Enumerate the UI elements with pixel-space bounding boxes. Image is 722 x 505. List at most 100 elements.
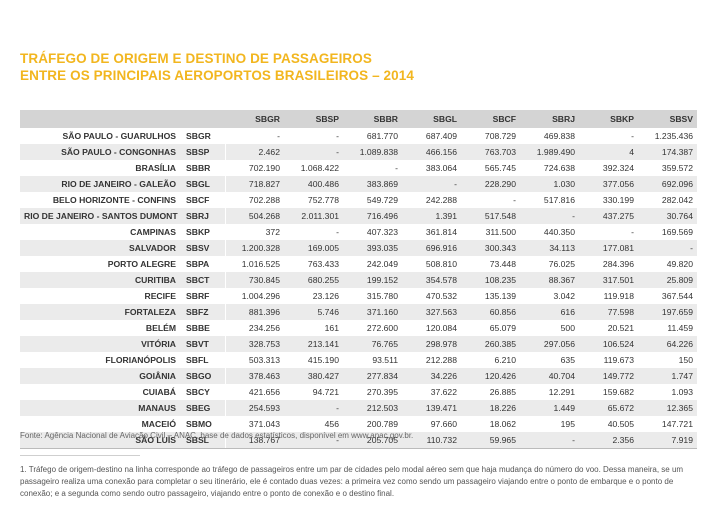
cell-value: 254.593 [225, 400, 284, 416]
cell-value: 354.578 [402, 272, 461, 288]
cell-value: 260.385 [461, 336, 520, 352]
cell-value: 147.721 [638, 416, 697, 432]
cell-value: 284.396 [579, 256, 638, 272]
cell-value: 18.062 [461, 416, 520, 432]
cell-value: 30.764 [638, 208, 697, 224]
cell-value: - [284, 144, 343, 160]
row-code: SBGR [180, 128, 226, 144]
cell-value: 270.395 [343, 384, 402, 400]
column-header-sbrj: SBRJ [520, 110, 579, 128]
cell-value: 724.638 [520, 160, 579, 176]
table-row: RIO DE JANEIRO - GALEÃO SBGL 718.827 400.48… [20, 176, 697, 192]
cell-value: 1.089.838 [343, 144, 402, 160]
table-row: FORTALEZA SBFZ 881.396 5.746 371.160 327.563 6… [20, 304, 697, 320]
table-row: SÃO PAULO - GUARULHOS SBGR - -681.770 687.40… [20, 128, 697, 144]
column-header-sbsp: SBSP [284, 110, 343, 128]
cell-value: 11.459 [638, 320, 697, 336]
cell-value: 177.081 [579, 240, 638, 256]
cell-value: 383.869 [343, 176, 402, 192]
cell-value: 500 [520, 320, 579, 336]
cell-value: 212.288 [402, 352, 461, 368]
cell-value: 377.056 [579, 176, 638, 192]
cell-value: 1.449 [520, 400, 579, 416]
cell-value: 380.427 [284, 368, 343, 384]
cell-value: 205.705 [343, 432, 402, 449]
cell-value: 88.367 [520, 272, 579, 288]
header-blank [20, 110, 180, 128]
cell-value: 6.210 [461, 352, 520, 368]
row-city: VITÓRIA [20, 336, 180, 352]
cell-value: 49.820 [638, 256, 697, 272]
row-code: SBBE [180, 320, 226, 336]
cell-value: 702.288 [225, 192, 284, 208]
cell-value: 212.503 [343, 400, 402, 416]
cell-value: 616 [520, 304, 579, 320]
row-code: SBKP [180, 224, 226, 240]
cell-value: 2.011.301 [284, 208, 343, 224]
row-code: SBSL [180, 432, 226, 449]
cell-value: 135.139 [461, 288, 520, 304]
cell-value: 119.918 [579, 288, 638, 304]
cell-value: 139.471 [402, 400, 461, 416]
header-blank-code [180, 110, 225, 128]
cell-value: 138.767 [225, 432, 284, 449]
row-city: FORTALEZA [20, 304, 180, 320]
row-code: SBFL [180, 352, 226, 368]
cell-value: 34.226 [402, 368, 461, 384]
cell-value: 2.356 [579, 432, 638, 449]
source-note: Fonte: Agência Nacional de Aviação Civil… [20, 431, 414, 440]
row-code: SBSV [180, 240, 226, 256]
row-city: SALVADOR [20, 240, 180, 256]
cell-value: 64.226 [638, 336, 697, 352]
cell-value: 12.291 [520, 384, 579, 400]
cell-value: 174.387 [638, 144, 697, 160]
row-code: SBBR [180, 160, 226, 176]
cell-value: 26.885 [461, 384, 520, 400]
row-city: BRASÍLIA [20, 160, 180, 176]
cell-value: 1.989.490 [520, 144, 579, 160]
cell-value: 272.600 [343, 320, 402, 336]
cell-value: 315.780 [343, 288, 402, 304]
cell-value: 371.043 [225, 416, 284, 432]
column-header-sbgr: SBGR [225, 110, 284, 128]
table-row: CUIABÁ SBCY 421.656 94.721 270.395 37.622 26.8… [20, 384, 697, 400]
cell-value: 18.226 [461, 400, 520, 416]
cell-value: 37.622 [402, 384, 461, 400]
cell-value: 367.544 [638, 288, 697, 304]
cell-value: - [402, 176, 461, 192]
cell-value: 311.500 [461, 224, 520, 240]
column-header-sbcf: SBCF [461, 110, 520, 128]
cell-value: 696.916 [402, 240, 461, 256]
cell-value: 730.845 [225, 272, 284, 288]
cell-value: 195 [520, 416, 579, 432]
cell-value: 517.548 [461, 208, 520, 224]
cell-value: 549.729 [343, 192, 402, 208]
cell-value: 692.096 [638, 176, 697, 192]
row-code: SBCT [180, 272, 226, 288]
table-row: GOIÂNIA SBGO 378.463 380.427 277.834 34.226 12… [20, 368, 697, 384]
table-row: CAMPINAS SBKP 372-407.323 361.814 311.500 440… [20, 224, 697, 240]
cell-value: 161 [284, 320, 343, 336]
cell-value: 242.288 [402, 192, 461, 208]
table-row: SALVADOR SBSV 1.200.328 169.005 393.035 696.9… [20, 240, 697, 256]
cell-value: 97.660 [402, 416, 461, 432]
title-line-1: TRÁFEGO DE ORIGEM E DESTINO DE PASSAGEIR… [20, 51, 372, 66]
table-body: SÃO PAULO - GUARULHOS SBGR - -681.770 687.40… [20, 128, 697, 449]
row-city: SÃO LUÍS [20, 432, 180, 449]
cell-value: 881.396 [225, 304, 284, 320]
row-city: RIO DE JANEIRO - SANTOS DUMONT [20, 208, 180, 224]
row-code: SBFZ [180, 304, 226, 320]
cell-value: 20.521 [579, 320, 638, 336]
row-code: SBMO [180, 416, 226, 432]
cell-value: 415.190 [284, 352, 343, 368]
cell-value: 213.141 [284, 336, 343, 352]
table-row: FLORIANÓPOLIS SBFL 503.313 415.190 93.511 212… [20, 352, 697, 368]
cell-value: 1.068.422 [284, 160, 343, 176]
cell-value: 1.004.296 [225, 288, 284, 304]
cell-value: 361.814 [402, 224, 461, 240]
cell-value: 470.532 [402, 288, 461, 304]
cell-value: 242.049 [343, 256, 402, 272]
cell-value: 1.391 [402, 208, 461, 224]
cell-value: 199.152 [343, 272, 402, 288]
table-row: BELÉM SBBE 234.256 161 272.600 120.084 65.079 5… [20, 320, 697, 336]
